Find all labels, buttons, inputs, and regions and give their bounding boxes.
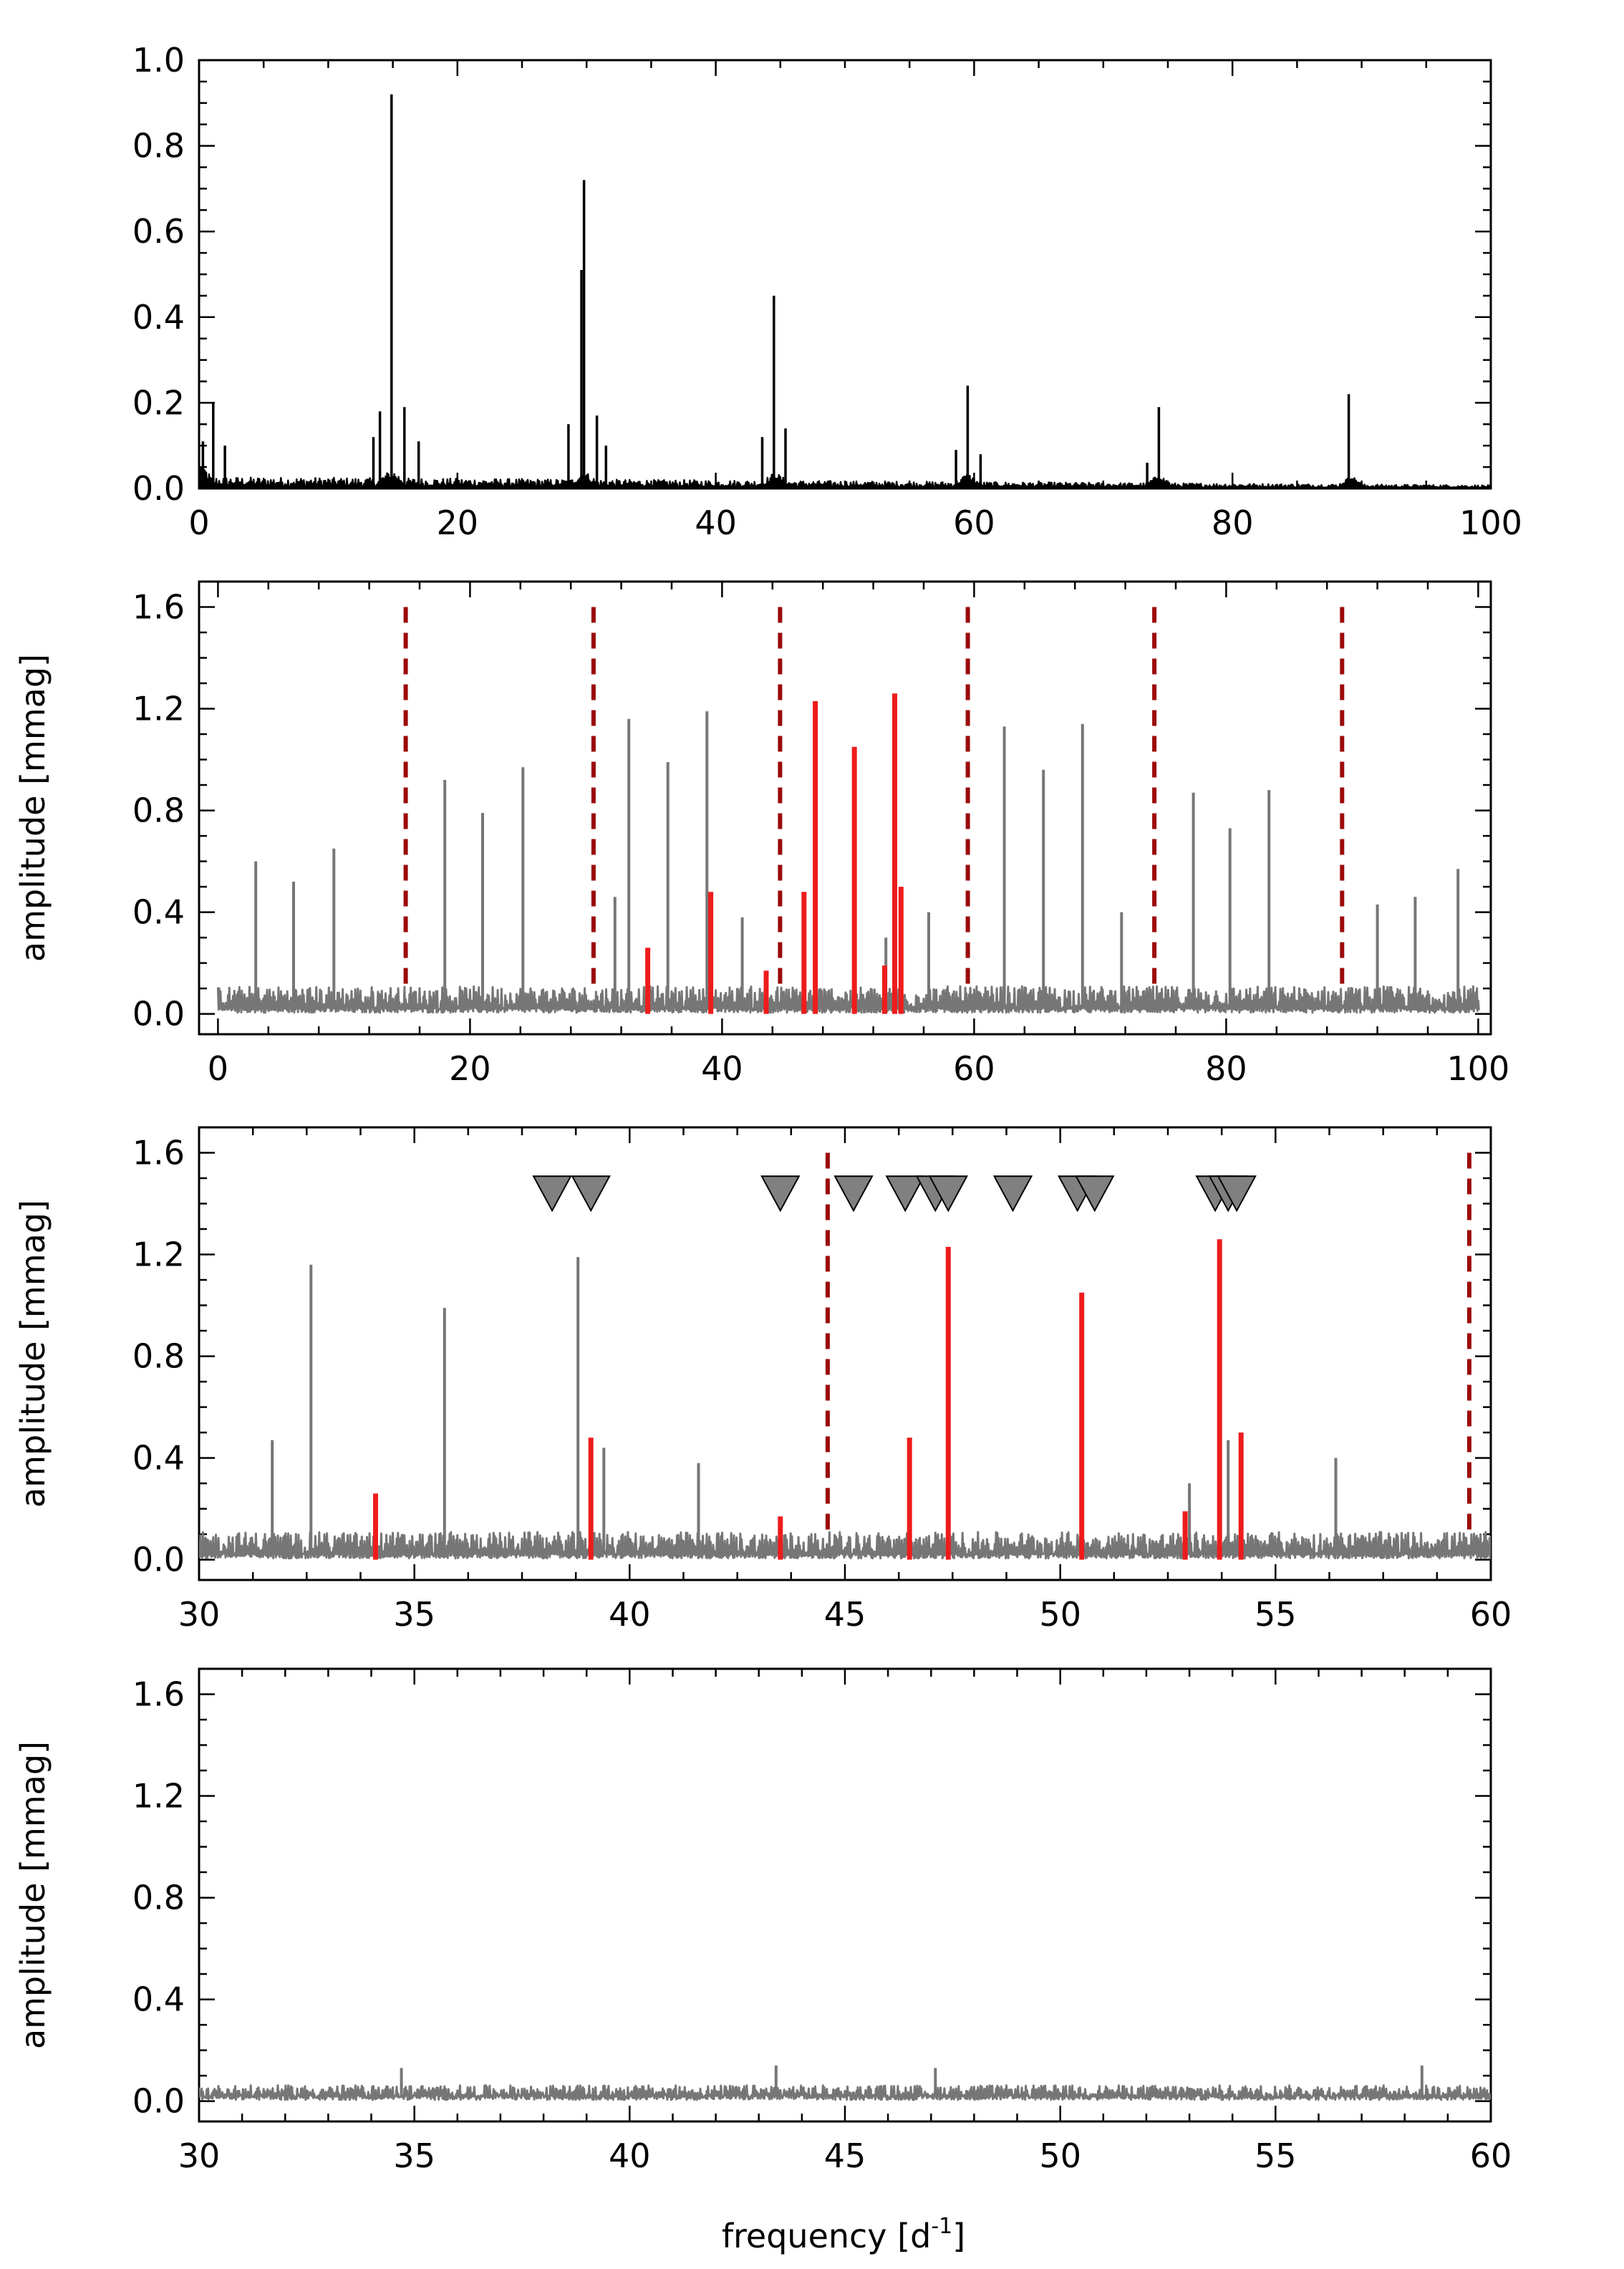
x-axis-label: frequency [d-1] bbox=[722, 2214, 965, 2255]
plot-frame bbox=[198, 1667, 1492, 2123]
plot-area bbox=[199, 2065, 1491, 2101]
mode-marker bbox=[1075, 1175, 1115, 1213]
mode-marker bbox=[532, 1175, 572, 1213]
y-tick-label: 1.6 bbox=[132, 1675, 185, 1714]
plot-area bbox=[199, 1152, 1491, 1560]
y-tick-label: 1.2 bbox=[132, 1235, 185, 1274]
y-tick-label: 0.8 bbox=[132, 1337, 185, 1376]
x-tick-label: 20 bbox=[437, 504, 479, 542]
x-tick-label: 45 bbox=[824, 1595, 866, 1634]
panel-final-residual: 30 35 40 45 50 55 60 0.0 0.4 0.8 1.2 1.6 amplitude [… bbox=[14, 1667, 1512, 2175]
spectrum-noise bbox=[199, 463, 1491, 488]
y-tick-label: 0.4 bbox=[132, 1439, 185, 1478]
y-tick-label: 0.8 bbox=[132, 1879, 185, 1917]
mode-marker bbox=[571, 1175, 611, 1213]
x-tick-label: 35 bbox=[393, 1595, 435, 1634]
x-tick-label: 0 bbox=[208, 1049, 228, 1088]
plot-frame bbox=[198, 580, 1492, 1036]
x-tick-label: 20 bbox=[449, 1049, 491, 1088]
x-tick-label: 40 bbox=[701, 1049, 743, 1088]
x-tick-label: 40 bbox=[695, 504, 737, 542]
y-tick-label: 0.4 bbox=[132, 298, 185, 337]
x-tick-label: 30 bbox=[178, 1595, 221, 1634]
y-tick-label: 0.4 bbox=[132, 1980, 185, 2019]
x-tick-label: 60 bbox=[1470, 1595, 1512, 1634]
plot-area bbox=[216, 607, 1480, 1014]
y-tick-label: 0.0 bbox=[132, 469, 185, 508]
x-tick-label: 55 bbox=[1255, 2136, 1297, 2175]
y-tick-label: 0.8 bbox=[132, 791, 185, 830]
plot-frame bbox=[198, 59, 1492, 490]
panel-full-spectrum: 0 20 40 60 80 100 0.0 0.2 0.4 0.6 0.8 1.0 bbox=[132, 41, 1522, 542]
panel-residual-zoom: 30 35 40 45 50 55 60 0.0 0.4 0.8 1.2 1.6 amplitude [… bbox=[14, 1126, 1512, 1634]
y-axis-label: amplitude [mmag] bbox=[14, 1200, 52, 1508]
mode-marker bbox=[760, 1175, 801, 1213]
x-tick-label: 50 bbox=[1039, 2136, 1081, 2175]
x-tick-label: 60 bbox=[953, 504, 995, 542]
mode-marker bbox=[833, 1175, 874, 1213]
y-axis-label: amplitude [mmag] bbox=[14, 654, 52, 962]
x-tick-label: 30 bbox=[178, 2136, 221, 2175]
spectrum-noise bbox=[199, 1531, 1491, 1560]
y-tick-label: 1.0 bbox=[132, 41, 185, 80]
x-tick-label: 0 bbox=[188, 504, 209, 542]
x-tick-label: 60 bbox=[1470, 2136, 1512, 2175]
panel-residual-full: 0 20 40 60 80 100 0.0 0.4 0.8 1.2 1.6 amplitude [mm… bbox=[14, 580, 1509, 1088]
mode-marker bbox=[928, 1175, 968, 1213]
mode-marker bbox=[885, 1175, 925, 1213]
x-tick-label: 55 bbox=[1255, 1595, 1297, 1634]
y-tick-label: 0.4 bbox=[132, 893, 185, 932]
plot-area bbox=[199, 94, 1491, 488]
x-tick-label: 80 bbox=[1212, 504, 1254, 542]
y-tick-label: 0.0 bbox=[132, 995, 185, 1034]
x-tick-label: 50 bbox=[1039, 1595, 1081, 1634]
y-tick-label: 0.0 bbox=[132, 1541, 185, 1579]
spectrum-noise bbox=[216, 985, 1480, 1014]
y-tick-label: 1.2 bbox=[132, 690, 185, 728]
mode-marker bbox=[1217, 1175, 1257, 1213]
y-axis-label: amplitude [mmag] bbox=[14, 1741, 52, 2049]
y-tick-label: 1.6 bbox=[132, 1134, 185, 1172]
spectrum-noise bbox=[199, 2084, 1491, 2101]
mode-marker bbox=[992, 1175, 1033, 1213]
x-tick-label: 40 bbox=[609, 1595, 651, 1634]
x-tick-label: 100 bbox=[1446, 1049, 1509, 1088]
x-tick-label: 80 bbox=[1205, 1049, 1247, 1088]
y-tick-label: 0.8 bbox=[132, 127, 185, 165]
x-tick-label: 35 bbox=[393, 2136, 435, 2175]
x-tick-label: 40 bbox=[609, 2136, 651, 2175]
y-tick-label: 1.2 bbox=[132, 1777, 185, 1816]
x-tick-label: 45 bbox=[824, 2136, 866, 2175]
x-tick-label: 100 bbox=[1459, 504, 1522, 542]
y-tick-label: 0.6 bbox=[132, 212, 185, 251]
y-tick-label: 0.2 bbox=[132, 383, 185, 422]
x-tick-label: 60 bbox=[953, 1049, 995, 1088]
y-tick-label: 1.6 bbox=[132, 588, 185, 627]
y-tick-label: 0.0 bbox=[132, 2082, 185, 2121]
